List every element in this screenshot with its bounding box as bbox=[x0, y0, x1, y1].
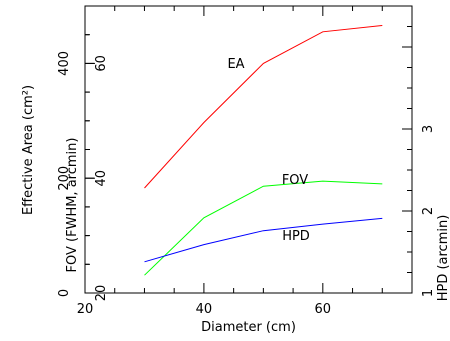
series-label-fov: FOV bbox=[282, 173, 308, 188]
series-line-ea bbox=[144, 25, 383, 189]
plot-border bbox=[84, 5, 413, 294]
y-hpd-tick-label: 2 bbox=[421, 207, 436, 215]
y-fov-tick-label: 20 bbox=[94, 285, 109, 302]
axis-ticks bbox=[84, 5, 413, 294]
x-tick-label: 60 bbox=[315, 302, 332, 317]
axis-titles: Diameter (cm) Effective Area (cm²) FOV (FW… bbox=[21, 85, 450, 335]
plot-frame bbox=[84, 5, 413, 294]
y-fov-tick-label: 60 bbox=[94, 55, 109, 72]
y-hpd-tick-label: 1 bbox=[421, 289, 436, 297]
series-line-fov bbox=[144, 180, 383, 276]
x-axis-title: Diameter (cm) bbox=[201, 320, 296, 335]
series-lines: EA FOV HPD bbox=[144, 25, 383, 276]
y-hpd-axis-title: HPD (arcmin) bbox=[436, 215, 450, 302]
y-area-tick-label: 400 bbox=[57, 51, 72, 76]
y-area-tick-label: 0 bbox=[57, 289, 72, 297]
x-tick-label: 20 bbox=[77, 302, 94, 317]
series-label-ea: EA bbox=[227, 57, 244, 72]
series-label-hpd: HPD bbox=[282, 229, 310, 244]
y-hpd-tick-label: 3 bbox=[421, 125, 436, 133]
tick-labels: 20 40 60 0 200 400 20 40 60 1 2 3 bbox=[57, 51, 436, 317]
x-tick-label: 40 bbox=[196, 302, 213, 317]
y-area-axis-title: Effective Area (cm²) bbox=[21, 85, 36, 215]
y-fov-tick-label: 40 bbox=[94, 170, 109, 187]
y-area-tick-label: 200 bbox=[57, 166, 72, 191]
y-fov-axis-title: FOV (FWHM, arcmin) bbox=[65, 138, 80, 273]
series-line-hpd bbox=[144, 217, 383, 263]
